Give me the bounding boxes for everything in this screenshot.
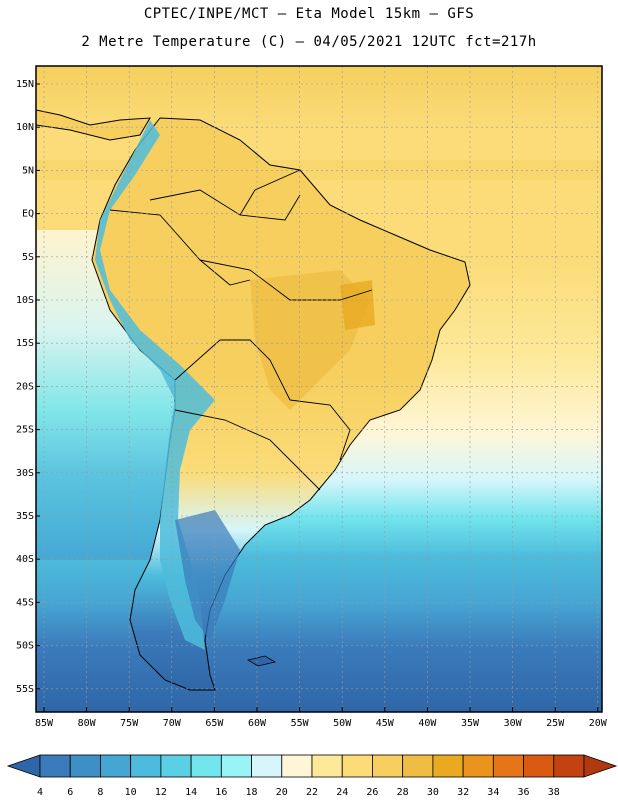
grid-lines [36, 66, 602, 712]
colorbar-swatch [402, 754, 434, 778]
lat-label: 30S [16, 468, 34, 479]
lat-label: 35S [16, 511, 34, 522]
lon-label: 75W [120, 718, 139, 729]
colorbar-swatch [462, 754, 494, 778]
colorbar-swatch [372, 754, 404, 778]
colorbar-label: 36 [518, 787, 530, 798]
latitude-labels: 15N 10N 5N EQ 5S 10S 15S 20S 25S 30S 35S 40S 45S 50S 5… [16, 79, 40, 695]
lon-label: 20W [589, 718, 608, 729]
lat-label: 10S [16, 295, 34, 306]
colorbar-label: 30 [427, 787, 439, 798]
lon-label: 40W [418, 718, 437, 729]
colorbar-swatch [553, 754, 585, 778]
colorbar-label: 16 [215, 787, 227, 798]
colorbar-label: 6 [67, 787, 73, 798]
colorbar-swatch [39, 754, 71, 778]
colorbar-label: 8 [97, 787, 103, 798]
colorbar-swatch [190, 754, 222, 778]
lat-label: 25S [16, 425, 34, 436]
lat-label: 10N [16, 122, 34, 133]
colorbar-swatch [311, 754, 343, 778]
lon-label: 60W [248, 718, 267, 729]
lon-label: 50W [333, 718, 352, 729]
lat-label: 15S [16, 338, 34, 349]
lon-label: 45W [376, 718, 395, 729]
colorbar-swatch [432, 754, 464, 778]
map-plot-area [36, 66, 602, 712]
colorbar-label: 32 [457, 787, 469, 798]
colorbar-swatch [251, 754, 283, 778]
colorbar-label: 4 [37, 787, 43, 798]
hot-region [250, 270, 370, 410]
andes-cool-strip [95, 120, 215, 650]
colorbar-arrow-left [6, 754, 41, 778]
lat-label: 40S [16, 554, 34, 565]
map-title-line1: CPTEC/INPE/MCT — Eta Model 15km — GFS [143, 6, 475, 22]
country-borders [109, 169, 373, 491]
lon-label: 65W [205, 718, 224, 729]
lon-label: 25W [546, 718, 565, 729]
colorbar-label: 34 [487, 787, 499, 798]
colorbar-swatch [100, 754, 132, 778]
map-title-line2: 2 Metre Temperature (C) — 04/05/2021 12U… [81, 34, 537, 50]
colorbar-labels: 4 6 8 10 12 14 16 18 20 22 24 26 28 30 32 34 36 38 [37, 787, 560, 798]
colorbar-label: 22 [306, 787, 318, 798]
lat-label: 15N [16, 79, 34, 90]
lon-label: 35W [461, 718, 480, 729]
colorbar-swatch [130, 754, 162, 778]
lat-label: 20S [16, 381, 34, 392]
lat-label: 50S [16, 641, 34, 652]
colorbar-swatch [220, 754, 252, 778]
lon-label: 80W [78, 718, 97, 729]
colorbar-swatch [341, 754, 373, 778]
lat-label: 5N [22, 165, 34, 176]
colorbar-swatch [281, 754, 313, 778]
colorbar-arrow-right [583, 754, 618, 778]
lon-label: 70W [163, 718, 182, 729]
lon-label: 30W [504, 718, 523, 729]
colorbar-label: 38 [548, 787, 560, 798]
longitude-labels: 85W 80W 75W 70W 65W 60W 55W 50W 45W 40W 35W 30W 25W 2… [35, 707, 608, 729]
lat-label: 55S [16, 684, 34, 695]
colorbar-label: 10 [125, 787, 137, 798]
colorbar-swatch [492, 754, 524, 778]
lat-label: 5S [22, 252, 34, 263]
colorbar-swatch [69, 754, 101, 778]
colorbar-label: 26 [366, 787, 378, 798]
lon-label: 85W [35, 718, 54, 729]
map-frame [35, 65, 603, 713]
colorbar-swatch [523, 754, 555, 778]
colorbar-label: 12 [155, 787, 167, 798]
colorbar-label: 18 [246, 787, 258, 798]
colorbar [6, 754, 618, 778]
colorbar-label: 14 [185, 787, 197, 798]
lat-label: 45S [16, 597, 34, 608]
colorbar-label: 20 [276, 787, 288, 798]
lat-label: EQ [22, 209, 34, 220]
lon-label: 55W [291, 718, 310, 729]
colorbar-label: 28 [397, 787, 409, 798]
colorbar-swatch [160, 754, 192, 778]
colorbar-label: 24 [336, 787, 348, 798]
